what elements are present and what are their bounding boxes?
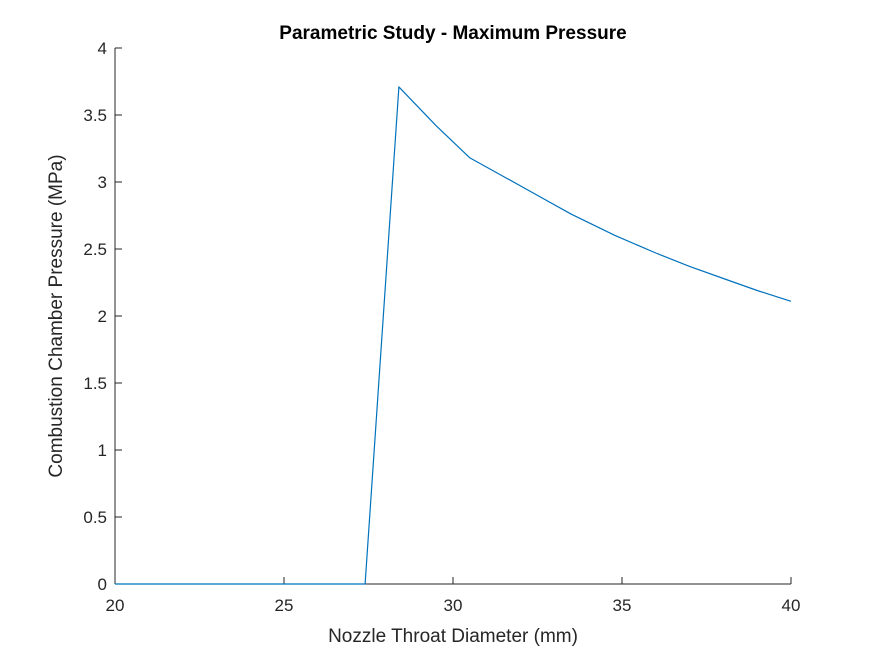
series-line — [115, 86, 792, 585]
x-axis-label: Nozzle Throat Diameter (mm) — [328, 626, 578, 647]
x-tick-label: 25 — [275, 596, 294, 615]
y-tick-label: 3.5 — [83, 106, 107, 125]
chart-title: Parametric Study - Maximum Pressure — [279, 23, 626, 44]
x-tick-label: 35 — [613, 596, 632, 615]
y-tick-label: 4 — [98, 39, 107, 58]
x-axis-ticks: 20 25 30 35 40 — [106, 577, 801, 615]
y-tick-label: 1 — [98, 441, 107, 460]
y-tick-label: 2.5 — [83, 240, 107, 259]
plot-area: 20 25 30 35 40 0 0.5 1 1.5 2 2.5 3 3.5 4 — [83, 39, 800, 615]
y-tick-label: 0.5 — [83, 508, 107, 527]
y-tick-label: 0 — [98, 575, 107, 594]
y-axis-label: Combustion Chamber Pressure (MPa) — [46, 154, 67, 477]
y-tick-label: 1.5 — [83, 374, 107, 393]
x-tick-label: 40 — [782, 596, 801, 615]
y-tick-label: 2 — [98, 307, 107, 326]
series-group — [115, 86, 792, 585]
x-tick-label: 20 — [106, 596, 125, 615]
y-tick-label: 3 — [98, 173, 107, 192]
x-tick-label: 30 — [444, 596, 463, 615]
y-axis-ticks: 0 0.5 1 1.5 2 2.5 3 3.5 4 — [83, 39, 122, 594]
